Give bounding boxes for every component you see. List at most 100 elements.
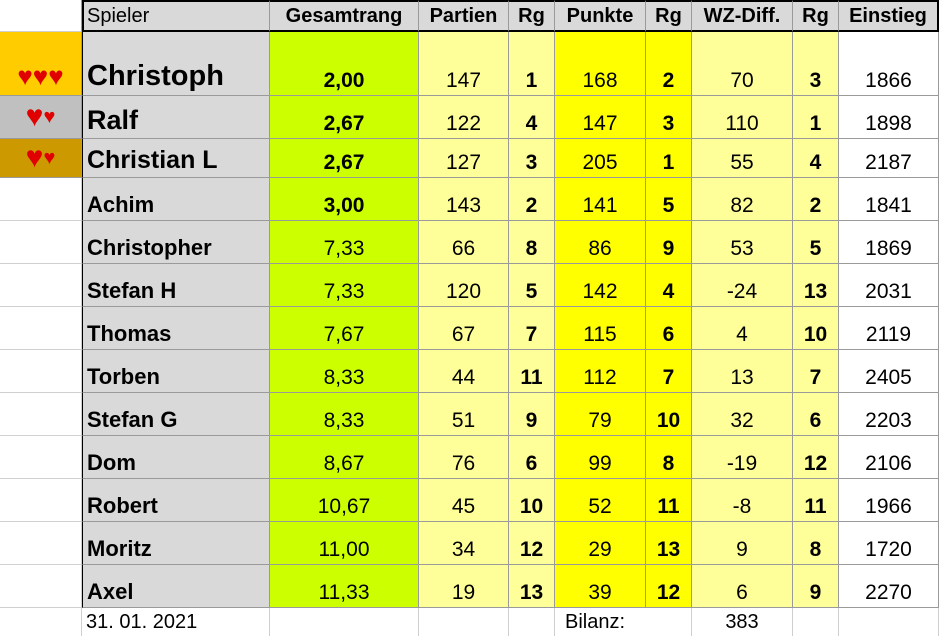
- row-1-einstieg[interactable]: 1866: [839, 32, 939, 96]
- player-name[interactable]: Christian L: [82, 139, 270, 178]
- player-name[interactable]: Moritz: [82, 522, 270, 565]
- medal-hearts-cell[interactable]: [0, 264, 82, 307]
- row-10-punkte[interactable]: 99: [555, 436, 646, 479]
- row-10-gesamt[interactable]: 8,67: [270, 436, 419, 479]
- row-10-wz[interactable]: -19: [692, 436, 793, 479]
- row-8-rg2[interactable]: 7: [646, 350, 692, 393]
- row-4-partien[interactable]: 143: [419, 178, 509, 221]
- row-6-rg2[interactable]: 4: [646, 264, 692, 307]
- row-4-rg2[interactable]: 5: [646, 178, 692, 221]
- row-8-wz[interactable]: 13: [692, 350, 793, 393]
- row-10-einstieg[interactable]: 2106: [839, 436, 939, 479]
- player-name[interactable]: Christoph: [82, 32, 270, 96]
- medal-hearts-cell[interactable]: [0, 393, 82, 436]
- row-2-punkte[interactable]: 147: [555, 96, 646, 139]
- bilanz-value[interactable]: 383: [692, 608, 793, 636]
- row-9-punkte[interactable]: 79: [555, 393, 646, 436]
- footer-empty-cell[interactable]: [509, 608, 555, 636]
- row-11-gesamt[interactable]: 10,67: [270, 479, 419, 522]
- player-name[interactable]: Dom: [82, 436, 270, 479]
- row-1-gesamt[interactable]: 2,00: [270, 32, 419, 96]
- row-11-rg1[interactable]: 10: [509, 479, 555, 522]
- row-1-rg2[interactable]: 2: [646, 32, 692, 96]
- row-1-punkte[interactable]: 168: [555, 32, 646, 96]
- row-3-einstieg[interactable]: 2187: [839, 139, 939, 178]
- row-12-gesamt[interactable]: 11,00: [270, 522, 419, 565]
- medal-hearts-cell[interactable]: [0, 178, 82, 221]
- row-11-einstieg[interactable]: 1966: [839, 479, 939, 522]
- header-einstieg[interactable]: Einstieg: [839, 0, 939, 32]
- row-9-gesamt[interactable]: 8,33: [270, 393, 419, 436]
- row-9-wz[interactable]: 32: [692, 393, 793, 436]
- row-5-gesamt[interactable]: 7,33: [270, 221, 419, 264]
- row-10-partien[interactable]: 76: [419, 436, 509, 479]
- header-wzdiff[interactable]: WZ-Diff.: [692, 0, 793, 32]
- row-7-punkte[interactable]: 115: [555, 307, 646, 350]
- row-12-einstieg[interactable]: 1720: [839, 522, 939, 565]
- row-12-rg1[interactable]: 12: [509, 522, 555, 565]
- row-4-wz[interactable]: 82: [692, 178, 793, 221]
- row-12-rg3[interactable]: 8: [793, 522, 839, 565]
- row-8-gesamt[interactable]: 8,33: [270, 350, 419, 393]
- medal-hearts-cell[interactable]: [0, 350, 82, 393]
- player-name[interactable]: Thomas: [82, 307, 270, 350]
- row-8-punkte[interactable]: 112: [555, 350, 646, 393]
- player-name[interactable]: Stefan G: [82, 393, 270, 436]
- row-3-rg1[interactable]: 3: [509, 139, 555, 178]
- row-5-einstieg[interactable]: 1869: [839, 221, 939, 264]
- row-6-gesamt[interactable]: 7,33: [270, 264, 419, 307]
- row-13-rg1[interactable]: 13: [509, 565, 555, 608]
- row-1-rg3[interactable]: 3: [793, 32, 839, 96]
- row-13-punkte[interactable]: 39: [555, 565, 646, 608]
- header-gesamtrang[interactable]: Gesamtrang: [270, 0, 419, 32]
- player-name[interactable]: Ralf: [82, 96, 270, 139]
- row-13-partien[interactable]: 19: [419, 565, 509, 608]
- header-blank-cell[interactable]: [0, 0, 82, 32]
- footer-empty-cell[interactable]: [270, 608, 419, 636]
- row-13-gesamt[interactable]: 11,33: [270, 565, 419, 608]
- row-9-rg3[interactable]: 6: [793, 393, 839, 436]
- row-5-wz[interactable]: 53: [692, 221, 793, 264]
- row-5-partien[interactable]: 66: [419, 221, 509, 264]
- row-11-partien[interactable]: 45: [419, 479, 509, 522]
- row-13-rg3[interactable]: 9: [793, 565, 839, 608]
- row-2-rg1[interactable]: 4: [509, 96, 555, 139]
- row-6-einstieg[interactable]: 2031: [839, 264, 939, 307]
- row-2-gesamt[interactable]: 2,67: [270, 96, 419, 139]
- row-11-wz[interactable]: -8: [692, 479, 793, 522]
- row-3-rg3[interactable]: 4: [793, 139, 839, 178]
- player-name[interactable]: Axel: [82, 565, 270, 608]
- row-10-rg2[interactable]: 8: [646, 436, 692, 479]
- row-13-rg2[interactable]: 12: [646, 565, 692, 608]
- footer-empty-cell[interactable]: [0, 608, 82, 636]
- row-7-wz[interactable]: 4: [692, 307, 793, 350]
- row-4-rg1[interactable]: 2: [509, 178, 555, 221]
- header-rg1[interactable]: Rg: [509, 0, 555, 32]
- row-12-partien[interactable]: 34: [419, 522, 509, 565]
- bilanz-label[interactable]: Bilanz:: [555, 608, 692, 636]
- row-4-gesamt[interactable]: 3,00: [270, 178, 419, 221]
- row-11-rg2[interactable]: 11: [646, 479, 692, 522]
- row-7-rg2[interactable]: 6: [646, 307, 692, 350]
- row-7-einstieg[interactable]: 2119: [839, 307, 939, 350]
- player-name[interactable]: Achim: [82, 178, 270, 221]
- row-12-punkte[interactable]: 29: [555, 522, 646, 565]
- row-10-rg3[interactable]: 12: [793, 436, 839, 479]
- row-6-wz[interactable]: -24: [692, 264, 793, 307]
- header-punkte[interactable]: Punkte: [555, 0, 646, 32]
- player-name[interactable]: Stefan H: [82, 264, 270, 307]
- row-2-rg3[interactable]: 1: [793, 96, 839, 139]
- row-5-rg1[interactable]: 8: [509, 221, 555, 264]
- row-6-partien[interactable]: 120: [419, 264, 509, 307]
- row-1-rg1[interactable]: 1: [509, 32, 555, 96]
- footer-empty-cell[interactable]: [419, 608, 509, 636]
- medal-hearts-cell[interactable]: [0, 479, 82, 522]
- row-1-partien[interactable]: 147: [419, 32, 509, 96]
- row-12-rg2[interactable]: 13: [646, 522, 692, 565]
- medal-hearts-cell[interactable]: [0, 436, 82, 479]
- player-name[interactable]: Christopher: [82, 221, 270, 264]
- row-5-rg2[interactable]: 9: [646, 221, 692, 264]
- row-3-gesamt[interactable]: 2,67: [270, 139, 419, 178]
- medal-hearts-cell[interactable]: ♥ ♥: [0, 139, 82, 178]
- row-9-rg1[interactable]: 9: [509, 393, 555, 436]
